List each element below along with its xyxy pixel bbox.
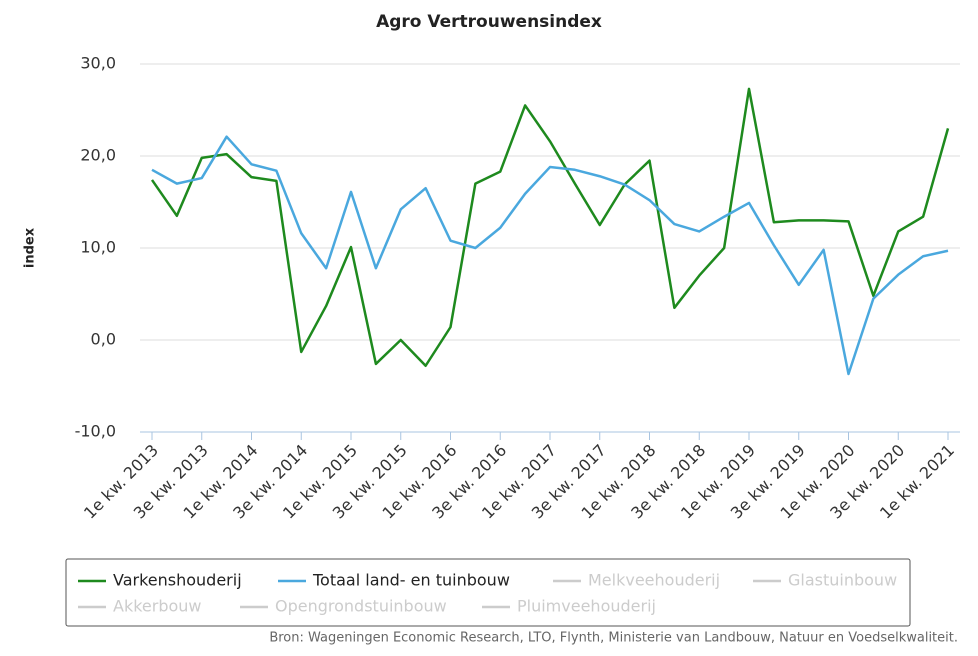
source: Bron: Wageningen Economic Research, LTO,… bbox=[269, 631, 958, 646]
y-tick-label: 0,0 bbox=[91, 330, 116, 349]
y-tick-label: 20,0 bbox=[80, 146, 116, 165]
legend-item[interactable]: Pluimveehouderij bbox=[517, 597, 656, 616]
series-line bbox=[150, 87, 950, 368]
y-axis-label: index bbox=[23, 227, 38, 268]
series-line bbox=[151, 135, 949, 376]
legend-item[interactable]: Opengrondstuinbouw bbox=[275, 597, 447, 616]
chart-title: Agro Vertrouwensindex bbox=[376, 12, 602, 32]
y-tick-label: 30,0 bbox=[80, 54, 116, 73]
y-tick-label: 10,0 bbox=[80, 238, 116, 257]
legend-item[interactable]: Totaal land- en tuinbouw bbox=[312, 571, 510, 590]
legend-item[interactable]: Varkenshouderij bbox=[113, 571, 242, 590]
legend-item[interactable]: Glastuinbouw bbox=[788, 571, 897, 590]
legend-item[interactable]: Akkerbouw bbox=[113, 597, 202, 616]
y-tick-label: -10,0 bbox=[75, 422, 116, 441]
legend-item[interactable]: Melkveehouderij bbox=[588, 571, 720, 590]
legend-box bbox=[65, 558, 911, 627]
